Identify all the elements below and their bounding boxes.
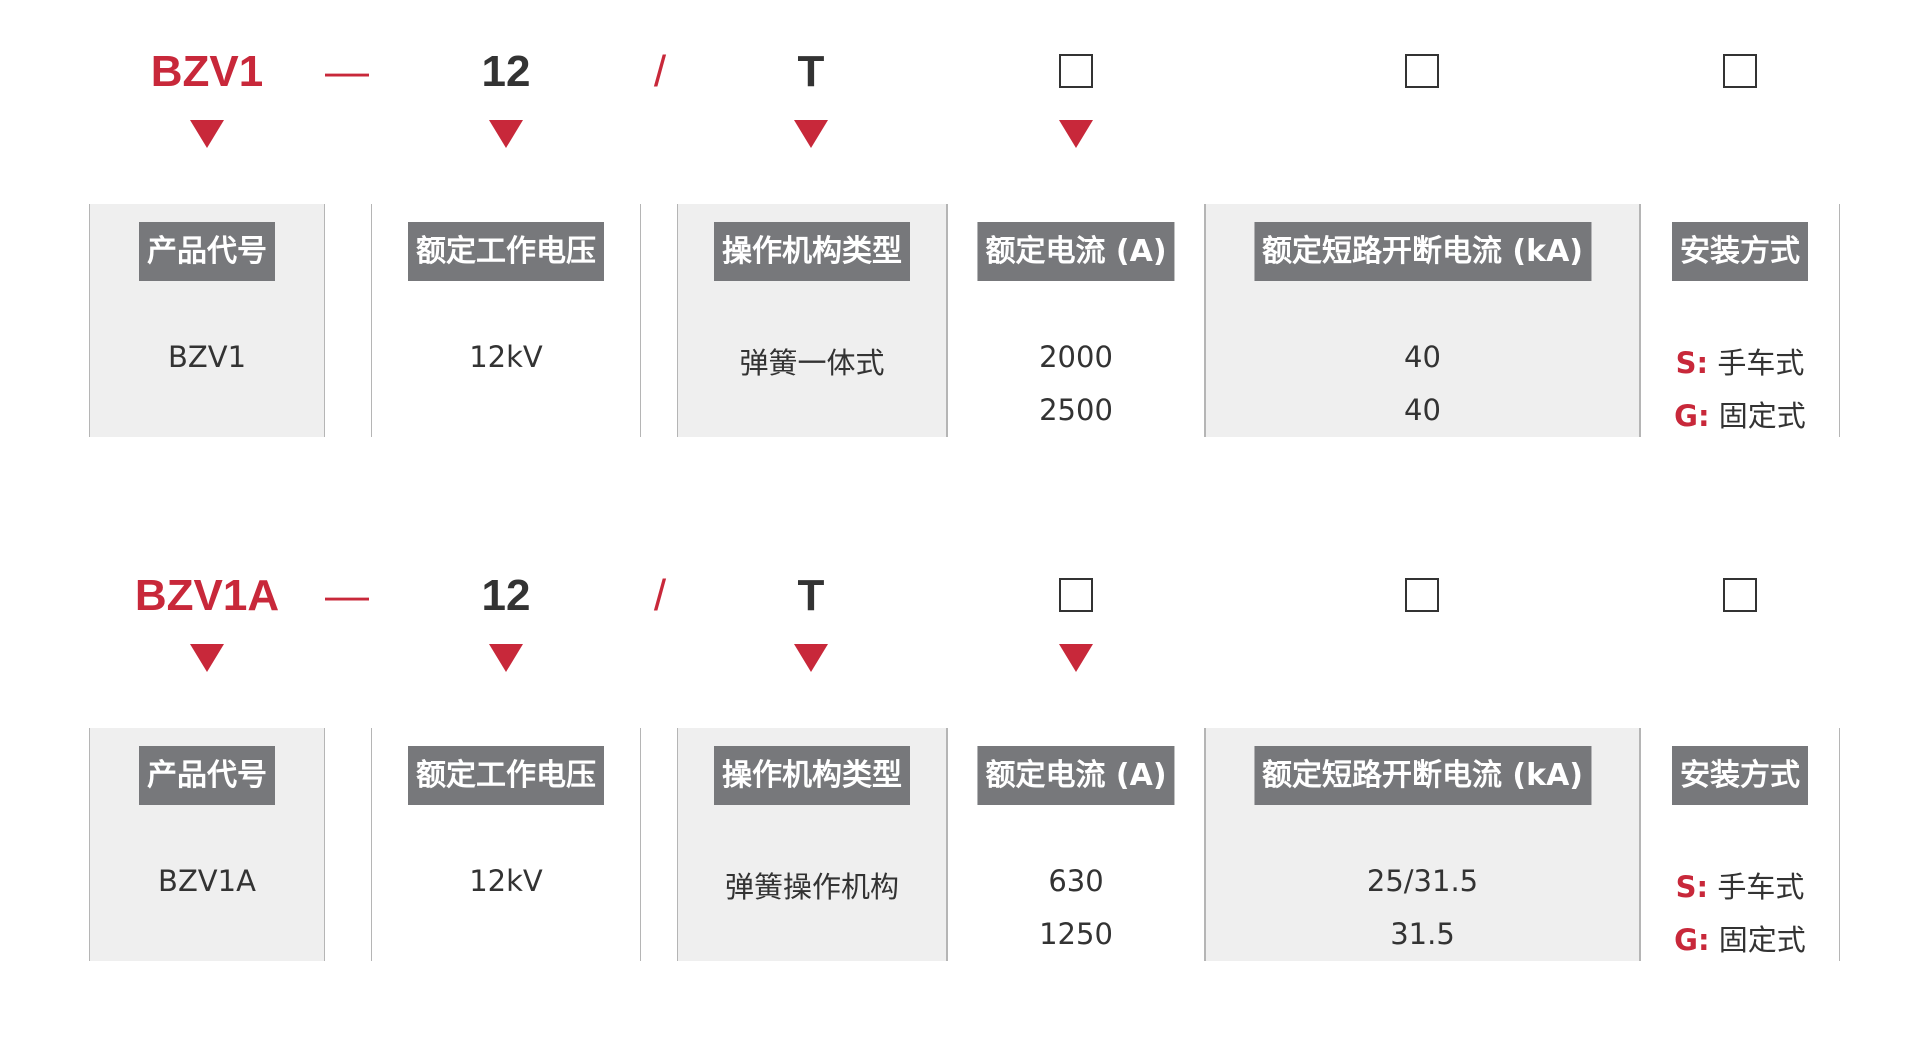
option-label: 手车式 (1717, 870, 1805, 904)
red-down-triangle-icon (190, 644, 224, 672)
column-header: 额定短路开断电流 (kA) (1253, 746, 1592, 805)
install-option: G: 固定式 (1641, 917, 1839, 959)
red-down-triangle-icon (190, 120, 224, 148)
column-header: 额定电流 (A) (977, 746, 1175, 805)
red-down-triangle-icon (1059, 120, 1093, 148)
empty-square-icon (1405, 54, 1439, 88)
column-value: 40 (1404, 393, 1441, 427)
column-value: 12kV (469, 864, 543, 898)
column-header: 额定工作电压 (408, 222, 604, 281)
red-down-triangle-icon (1059, 644, 1093, 672)
column-value: 弹簧操作机构 (724, 870, 899, 904)
slash-separator: / (653, 47, 667, 96)
spec-column: 操作机构类型弹簧操作机构 (677, 728, 947, 961)
column-header: 安装方式 (1672, 222, 1808, 281)
red-down-triangle-icon (794, 120, 828, 148)
column-header: 产品代号 (139, 222, 275, 281)
option-label: 手车式 (1717, 346, 1805, 380)
column-value: 31.5 (1390, 917, 1455, 951)
spec-column: 额定电流 (A) 2000 2500 (947, 204, 1205, 437)
spec-column: 安装方式 S: 手车式 G: 固定式 (1640, 204, 1840, 437)
column-header: 额定短路开断电流 (kA) (1253, 222, 1592, 281)
spec-column: 产品代号 BZV1 (89, 204, 325, 437)
column-header: 额定电流 (A) (977, 222, 1175, 281)
column-value: 40 (1404, 340, 1441, 374)
empty-square-icon (1059, 54, 1093, 88)
dash-separator: — (325, 571, 369, 620)
option-key: G: (1674, 399, 1710, 433)
voltage-code: 12 (481, 571, 531, 620)
red-down-triangle-icon (489, 120, 523, 148)
option-key: S: (1675, 346, 1709, 380)
column-header: 操作机构类型 (714, 746, 910, 805)
spec-column: 额定工作电压 12kV (371, 204, 641, 437)
voltage-code: 12 (481, 47, 531, 96)
column-value: BZV1A (158, 864, 256, 898)
spec-column: 额定电流 (A) 630 1250 (947, 728, 1205, 961)
column-header: 操作机构类型 (714, 222, 910, 281)
empty-square-icon (1723, 54, 1757, 88)
mechanism-code: T (797, 47, 825, 96)
column-value: 2500 (1039, 393, 1113, 427)
spec-column: 安装方式 S: 手车式 G: 固定式 (1640, 728, 1840, 961)
empty-square-icon (1405, 578, 1439, 612)
red-down-triangle-icon (489, 644, 523, 672)
column-value: 630 (1048, 864, 1104, 898)
install-option: G: 固定式 (1641, 393, 1839, 435)
column-header: 安装方式 (1672, 746, 1808, 805)
empty-square-icon (1059, 578, 1093, 612)
option-label: 固定式 (1718, 399, 1806, 433)
column-value: 弹簧一体式 (739, 346, 885, 380)
column-value: 2000 (1039, 340, 1113, 374)
column-value: 12kV (469, 340, 543, 374)
column-header: 产品代号 (139, 746, 275, 805)
slash-separator: / (653, 571, 667, 620)
dash-separator: — (325, 47, 369, 96)
option-key: G: (1674, 923, 1710, 957)
option-label: 固定式 (1718, 923, 1806, 957)
spec-column: 产品代号 BZV1A (89, 728, 325, 961)
product-code: BZV1A (134, 571, 280, 620)
column-value: 25/31.5 (1366, 864, 1479, 898)
option-key: S: (1675, 870, 1709, 904)
spec-column: 额定工作电压 12kV (371, 728, 641, 961)
model-block: BZV1A — 12 / T 产品代号 BZV1A 额定工作电压 12kV 操作机构类型弹簧操作机… (0, 566, 1922, 1036)
spec-column: 额定短路开断电流 (kA) 40 40 (1205, 204, 1640, 437)
install-option: S: 手车式 (1641, 864, 1839, 906)
product-code: BZV1 (150, 47, 264, 96)
column-value: 1250 (1039, 917, 1113, 951)
column-header: 额定工作电压 (408, 746, 604, 805)
spec-column: 额定短路开断电流 (kA) 25/31.5 31.5 (1205, 728, 1640, 961)
mechanism-code: T (797, 571, 825, 620)
spec-column: 操作机构类型弹簧一体式 (677, 204, 947, 437)
red-down-triangle-icon (794, 644, 828, 672)
empty-square-icon (1723, 578, 1757, 612)
install-option: S: 手车式 (1641, 340, 1839, 382)
model-block: BZV1—12/T 产品代号 BZV1 额定工作电压 12kV 操作机构类型 弹簧一体式 额定… (0, 42, 1922, 512)
column-value: BZV1 (167, 340, 247, 374)
